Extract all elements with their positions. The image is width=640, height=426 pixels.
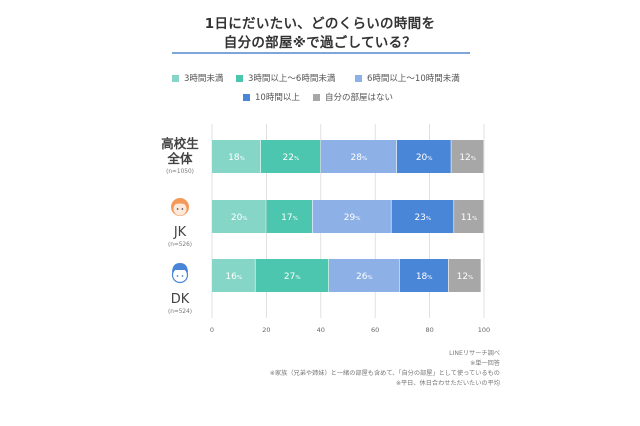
data-label: 29% — [344, 213, 361, 223]
data-label: 22% — [283, 153, 300, 163]
data-label: 11% — [461, 213, 478, 223]
legend-label: 6時間以上〜10時間未満 — [367, 74, 460, 84]
source-note: LINEリサーチ調べ — [449, 350, 500, 357]
data-label: 23% — [414, 213, 431, 223]
legend-label: 3時間以上〜6時間未満 — [248, 74, 336, 84]
x-tick-label: 60 — [371, 326, 379, 334]
title-underline — [172, 52, 470, 54]
sample-size-label: (n=524) — [168, 309, 192, 315]
legend-swatch — [172, 74, 179, 82]
data-label: 18% — [228, 153, 245, 163]
girl-face-icon — [171, 198, 189, 216]
legend-swatch — [313, 93, 320, 101]
bar-segment — [328, 259, 400, 292]
bar-segment — [255, 259, 329, 292]
category-label: JK — [173, 225, 187, 240]
face-shape — [173, 202, 187, 216]
data-label: 20% — [416, 153, 433, 163]
eye-shape — [181, 275, 184, 277]
chart-title-line1: 1日にだいたい、どのくらいの時間を — [204, 16, 436, 32]
bar-segment — [451, 140, 484, 173]
bar-segment — [312, 200, 391, 233]
legend-label: 10時間以上 — [255, 93, 300, 103]
data-label: 28% — [351, 153, 368, 163]
eye-shape — [176, 208, 179, 210]
legend-swatch — [243, 93, 250, 101]
boy-face-icon — [171, 263, 189, 284]
eye-shape — [181, 208, 184, 210]
bangs-shape — [173, 201, 187, 205]
eye-shape — [176, 275, 179, 277]
legend-item-6to10: 6時間以上〜10時間未満 — [355, 72, 460, 84]
data-label: 16% — [225, 272, 242, 282]
bar-segment — [396, 140, 451, 173]
x-tick-label: 80 — [425, 326, 433, 334]
data-label: 26% — [356, 272, 373, 282]
bar-segments: 18% 22% 28% 20% 12% 20% 17% 29% 23% 11% 16% 27% 26% 1… — [212, 140, 484, 292]
hair-shape — [172, 263, 188, 273]
bar-segment — [212, 200, 266, 233]
category-label: 全体 — [166, 151, 193, 166]
bar-segment — [399, 259, 449, 292]
data-label: 18% — [416, 272, 433, 282]
legend-swatch — [355, 74, 362, 82]
legend-label: 3時間未満 — [184, 74, 224, 84]
sample-size-label: (n=526) — [168, 242, 192, 248]
bar-segment — [454, 200, 484, 233]
data-label: 12% — [457, 272, 474, 282]
data-label: 17% — [281, 213, 298, 223]
sample-size-label: (n=1050) — [166, 169, 194, 175]
legend-item-lt3: 3時間未満 — [172, 72, 223, 84]
room-definition-note: ※家族（兄弟や姉妹）と一緒の部屋も含めて、「自分の部屋」として使っているもの — [269, 370, 500, 377]
category-label: DK — [171, 292, 190, 307]
data-label: 20% — [231, 213, 248, 223]
x-tick-label: 100 — [478, 326, 490, 334]
answer-type-note: ※単一回答 — [470, 360, 500, 367]
legend-item-ge10: 10時間以上 — [243, 91, 300, 103]
x-tick-labels: 0 20 40 60 80 100 — [210, 326, 490, 334]
legend-swatch — [236, 74, 243, 82]
chart-title-line2: 自分の部屋※で過ごしている？ — [223, 35, 417, 51]
bar-segment — [212, 140, 261, 173]
bar-segment — [212, 259, 255, 292]
bar-segment — [320, 140, 397, 173]
bar-segment — [260, 140, 321, 173]
average-note: ※平日、休日合わせただいたいの平均 — [395, 380, 500, 387]
legend-item-none: 自分の部屋はない — [313, 91, 393, 103]
x-tick-label: 0 — [210, 326, 214, 334]
data-label: 12% — [459, 153, 476, 163]
category-label: 高校生 — [161, 136, 199, 151]
x-tick-label: 20 — [262, 326, 270, 334]
legend-item-3to6: 3時間以上〜6時間未満 — [236, 72, 335, 84]
bar-segment — [448, 259, 481, 292]
data-label: 27% — [284, 272, 301, 282]
legend-label: 自分の部屋はない — [325, 93, 394, 103]
x-tick-label: 40 — [317, 326, 325, 334]
bar-segment — [266, 200, 313, 233]
bar-segment — [391, 200, 454, 233]
